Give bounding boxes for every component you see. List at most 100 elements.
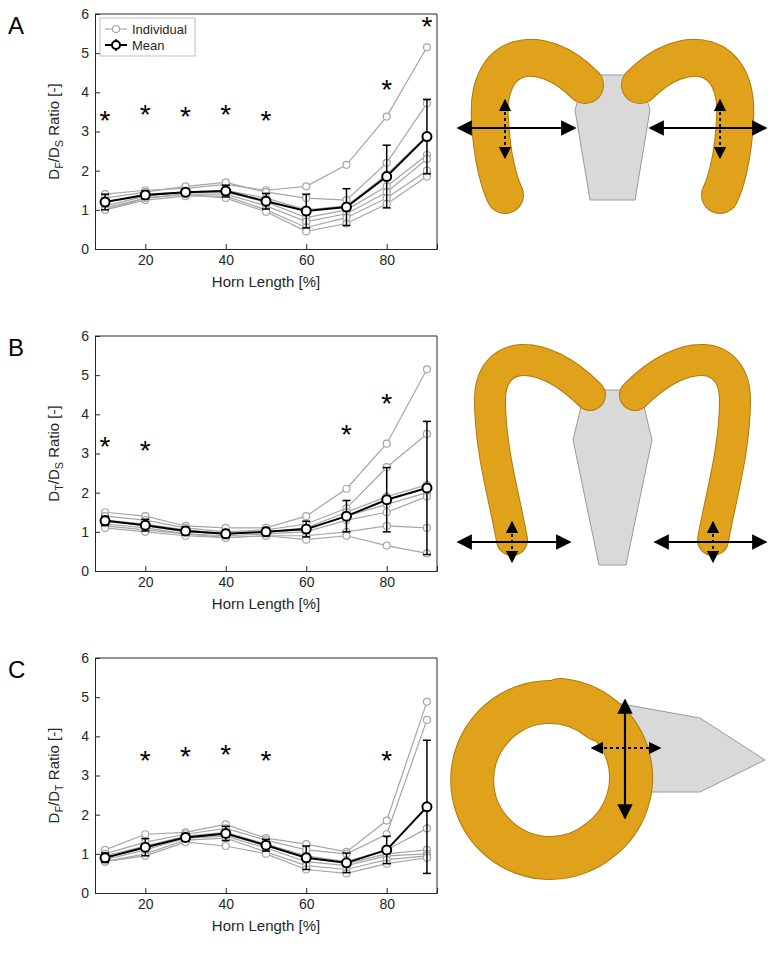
individual-line [105,159,427,222]
y-tick-mark [95,893,100,894]
x-tick: 80 [379,244,395,268]
error-bar-cap [383,531,391,533]
error-bar [182,833,190,841]
error-bar-cap [302,521,310,523]
y-tick-mark [95,736,100,737]
y-tick: 0 [81,241,100,257]
dotted-arrow [719,100,721,158]
y-tick-mark [95,697,100,698]
legend-marker [113,26,120,33]
x-tick: 20 [138,244,154,268]
error-bar [101,516,109,525]
dotted-arrow [504,100,506,158]
error-bar [101,194,109,210]
y-tick: 4 [81,84,100,100]
x-axis: 20406080 [96,244,438,268]
individual-line [105,47,427,194]
y-tick: 5 [81,45,100,61]
individual-marker [423,173,430,180]
mean-marker [221,829,230,838]
individual-marker [383,831,390,838]
error-bar [222,185,230,197]
error-bar-cap [423,421,431,423]
mean-marker [342,512,351,521]
y-tick-label: 1 [81,202,89,218]
y-tick-mark [95,53,100,54]
individual-marker [303,228,310,235]
x-tick: 20 [138,888,154,912]
y-tick-mark [95,414,100,415]
significance-mark: * [100,431,111,462]
mean-marker [141,190,150,199]
mean-line [105,137,427,211]
individual-marker [383,440,390,447]
y-tick-mark [95,658,100,659]
panel: 204060800123456*****Horn Length [%]DF/DT… [45,650,438,934]
x-tick-label: 60 [299,574,315,590]
mean-marker [221,187,230,196]
x-tick-mark [306,566,307,571]
x-tick-label: 60 [299,896,315,912]
y-tick-mark [95,249,100,250]
y-tick-label: 0 [81,563,89,579]
mean-marker [422,483,431,492]
y-axis-line [96,659,101,894]
mean-marker [181,188,190,197]
mean-marker [262,197,271,206]
x-tick: 20 [138,566,154,590]
x-tick-mark [145,566,146,571]
x-tick-mark [226,566,227,571]
significance-mark: * [140,435,151,466]
error-bar-cap [262,193,270,195]
x-tick-mark [145,888,146,893]
x-tick-label: 20 [138,574,154,590]
mean-marker [302,207,311,216]
x-tick-label: 60 [299,252,315,268]
error-bar [423,421,431,554]
individual-marker [343,532,350,539]
y-tick-label: 6 [81,6,89,22]
error-bar-cap [262,208,270,210]
x-axis: 20406080 [96,566,438,590]
x-tick-mark [306,244,307,249]
horn [640,58,735,195]
y-tick-mark [95,493,100,494]
significance-mark: * [421,11,432,42]
error-bar-cap [383,467,391,469]
individual-marker [263,850,270,857]
error-bar-cap [342,872,350,874]
individual-line [105,434,427,532]
significance-mark: * [261,105,272,136]
mean-marker [422,802,431,811]
mean-marker [302,853,311,862]
x-axis: 20 40 60 80 [96,888,438,912]
significance-mark: * [341,419,352,450]
significance-mark: * [381,745,392,776]
illustrations [458,58,766,858]
x-tick: 40 [218,888,234,912]
mean-marker [382,495,391,504]
error-bar [383,468,391,532]
x-tick-label: 40 [218,896,234,912]
individual-line [105,526,427,538]
mean-marker [101,516,110,525]
x-axis-line [96,888,438,894]
plot-area [101,698,432,877]
dotted-arrow [712,522,714,562]
horn [635,360,735,540]
y-tick: 4 [81,406,100,422]
x-tick-label: 40 [218,574,234,590]
individual-marker [222,530,229,537]
y-tick: 2 [81,485,100,501]
y-tick: 1 [81,846,100,862]
mean-marker [342,858,351,867]
error-bar [262,193,270,209]
y-tick: 0 [81,885,100,901]
x-tick-label: 80 [379,896,395,912]
individual-marker [423,366,430,373]
x-axis-title: Horn Length [%] [212,595,320,612]
individual-marker [263,528,270,535]
error-bar-cap [423,873,431,875]
x-tick-mark [306,888,307,893]
error-bar-cap [423,740,431,742]
